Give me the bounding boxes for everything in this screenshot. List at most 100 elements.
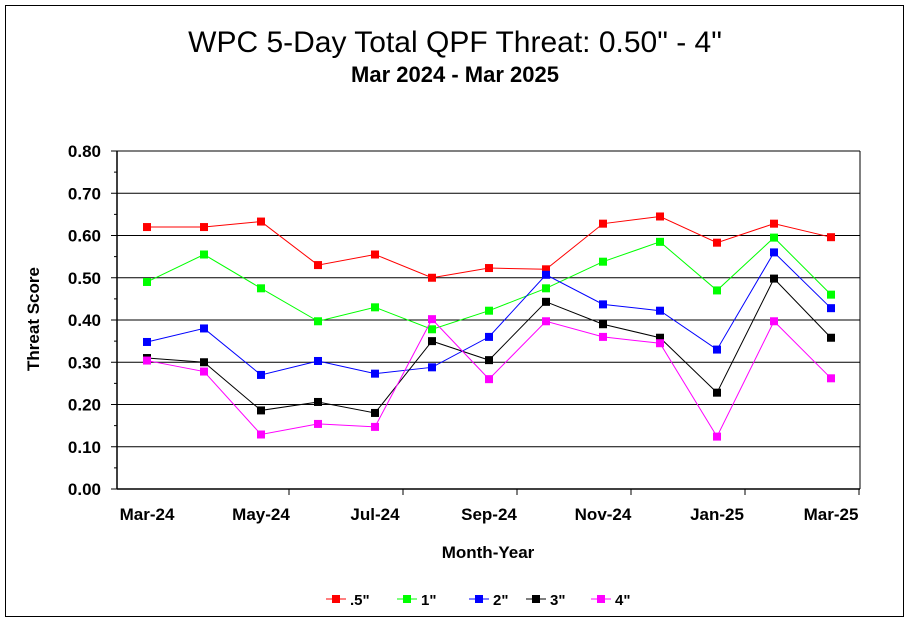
data-point <box>599 332 607 341</box>
legend-marker <box>403 595 411 603</box>
data-point <box>599 219 607 228</box>
y-tick-label: 0.50 <box>68 269 101 288</box>
data-point <box>200 223 208 232</box>
data-point <box>827 304 835 313</box>
data-point <box>485 356 493 365</box>
data-point <box>485 375 493 384</box>
data-point <box>257 217 265 226</box>
data-point <box>770 317 778 326</box>
data-point <box>143 223 151 232</box>
data-point <box>656 306 664 315</box>
data-point <box>428 315 436 324</box>
legend: .5" 1" 2" 3" 4" <box>326 592 630 609</box>
data-point <box>713 286 721 295</box>
data-point <box>428 273 436 282</box>
data-point <box>713 388 721 397</box>
data-point <box>599 257 607 266</box>
x-tick-label: Sep-24 <box>461 505 517 524</box>
data-point <box>371 303 379 312</box>
data-point <box>371 250 379 259</box>
legend-label: 3" <box>550 592 565 609</box>
y-axis-label: Threat Score <box>24 267 43 371</box>
data-point <box>485 264 493 273</box>
data-point <box>827 233 835 242</box>
data-point <box>143 337 151 346</box>
chart-title: WPC 5-Day Total QPF Threat: 0.50" - 4" <box>188 26 722 59</box>
legend-label: 2" <box>493 592 508 609</box>
data-point <box>656 333 664 342</box>
series-4 <box>143 274 835 417</box>
data-point <box>656 212 664 221</box>
series-1 <box>143 212 835 282</box>
data-point <box>428 325 436 334</box>
data-point <box>827 374 835 383</box>
x-tick-label: Mar-24 <box>120 505 175 524</box>
x-tick-label: May-24 <box>232 505 290 524</box>
series-line <box>146 277 832 414</box>
x-tick-label: Nov-24 <box>575 505 632 524</box>
data-point <box>656 339 664 348</box>
data-point <box>827 333 835 342</box>
data-point <box>257 406 265 415</box>
data-point <box>542 284 550 293</box>
legend-marker <box>597 595 605 603</box>
legend-label: 1" <box>421 592 436 609</box>
x-tick-label: Mar-25 <box>804 505 859 524</box>
data-point <box>713 238 721 247</box>
y-tick-label: 0.70 <box>68 184 101 203</box>
data-point <box>770 274 778 283</box>
data-point <box>371 422 379 431</box>
y-tick-label: 0.20 <box>68 396 101 415</box>
data-point <box>770 233 778 242</box>
axes: 0.00 0.10 0.20 0.30 0.40 0.50 0.60 0.70 0.80 Mar-… <box>68 142 861 524</box>
data-point <box>257 370 265 379</box>
y-tick-label: 0.40 <box>68 311 101 330</box>
y-tick-label: 0.00 <box>68 480 101 499</box>
data-point <box>542 317 550 326</box>
series-line <box>146 236 832 330</box>
data-point <box>314 317 322 326</box>
data-point <box>314 397 322 406</box>
legend-label: 4" <box>615 592 630 609</box>
data-point <box>542 270 550 279</box>
data-point <box>200 250 208 259</box>
data-point <box>200 358 208 367</box>
grid-lines <box>117 150 860 448</box>
data-point <box>542 297 550 306</box>
data-point <box>485 332 493 341</box>
data-point <box>599 300 607 309</box>
x-tick-label: Jul-24 <box>350 505 400 524</box>
y-tick-label: 0.60 <box>68 227 101 246</box>
data-point <box>143 356 151 365</box>
chart-frame <box>5 5 904 617</box>
data-point <box>314 261 322 270</box>
data-point <box>428 363 436 372</box>
y-tick-label: 0.80 <box>68 142 101 161</box>
legend-label: .5" <box>350 592 370 609</box>
legend-marker <box>332 595 340 603</box>
series-5 <box>143 315 835 441</box>
data-point <box>542 265 550 274</box>
data-point <box>485 306 493 315</box>
data-point <box>770 248 778 257</box>
legend-marker <box>475 595 483 603</box>
data-point <box>713 432 721 441</box>
data-point <box>371 408 379 417</box>
series-2 <box>143 233 835 334</box>
legend-marker <box>532 595 540 603</box>
x-axis-label: Month-Year <box>442 543 535 562</box>
data-point <box>257 284 265 293</box>
y-tick-label: 0.30 <box>68 353 101 372</box>
data-point <box>200 367 208 376</box>
data-point <box>143 277 151 286</box>
data-point <box>770 219 778 228</box>
data-point <box>314 356 322 365</box>
data-point <box>371 369 379 378</box>
y-tick-label: 0.10 <box>68 438 101 457</box>
data-point <box>428 337 436 346</box>
data-point <box>257 430 265 439</box>
data-point <box>314 419 322 428</box>
data-point <box>200 324 208 333</box>
series-3 <box>143 248 835 379</box>
